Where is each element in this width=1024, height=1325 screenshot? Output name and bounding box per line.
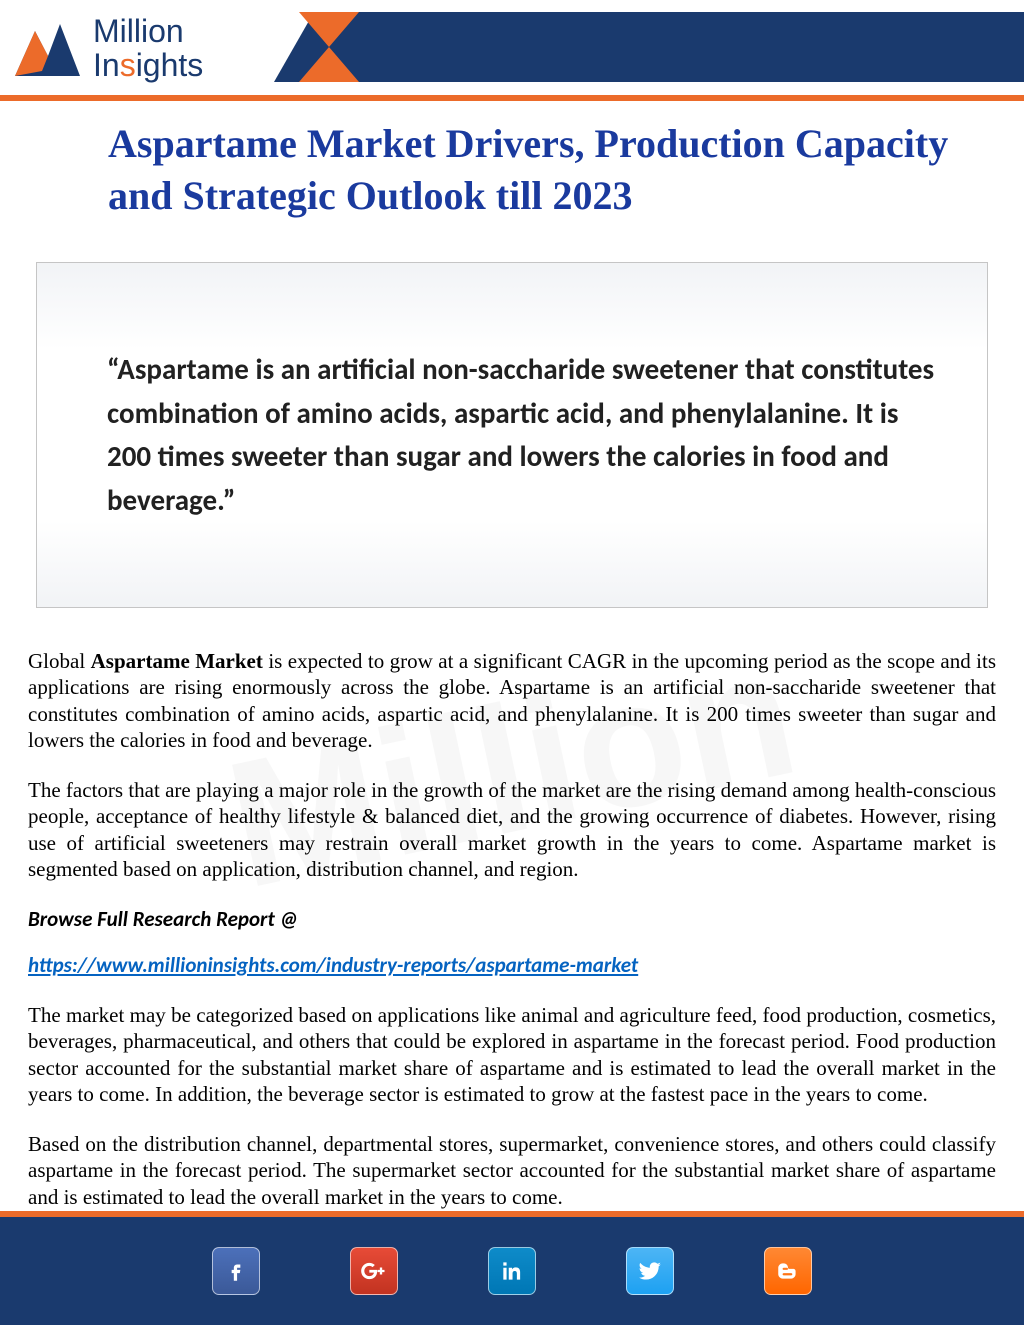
page-title: Aspartame Market Drivers, Production Cap… [108, 118, 996, 222]
linkedin-icon[interactable] [488, 1247, 536, 1295]
brand-line2-post: ights [136, 47, 204, 83]
report-link[interactable]: https://www.millioninsights.com/industry… [28, 952, 996, 978]
brand-line1: Million [93, 13, 184, 49]
paragraph-4: Based on the distribution channel, depar… [28, 1131, 996, 1210]
browse-label: Browse Full Research Report @ [28, 906, 996, 932]
page-header: Million Insights [0, 0, 1024, 100]
page-footer [0, 1217, 1024, 1325]
quote-text: “Aspartame is an artificial non-sacchari… [107, 348, 947, 522]
p1-pre: Global [28, 649, 91, 673]
quote-box: “Aspartame is an artificial non-sacchari… [36, 262, 988, 608]
paragraph-1: Global Aspartame Market is expected to g… [28, 648, 996, 753]
header-decoration [264, 12, 1024, 82]
brand-line2-pre: In [93, 47, 120, 83]
main-content: Aspartame Market Drivers, Production Cap… [0, 100, 1024, 1210]
paragraph-3: The market may be categorized based on a… [28, 1002, 996, 1107]
blogger-icon[interactable] [764, 1247, 812, 1295]
header-divider [0, 95, 1024, 101]
p1-bold: Aspartame Market [91, 649, 263, 673]
logo-mark-icon [10, 16, 85, 81]
logo-text: Million Insights [93, 15, 203, 82]
google-plus-icon[interactable] [350, 1247, 398, 1295]
brand-line2-s: s [120, 47, 136, 83]
twitter-icon[interactable] [626, 1247, 674, 1295]
paragraph-2: The factors that are playing a major rol… [28, 777, 996, 882]
facebook-icon[interactable] [212, 1247, 260, 1295]
logo: Million Insights [10, 15, 203, 82]
